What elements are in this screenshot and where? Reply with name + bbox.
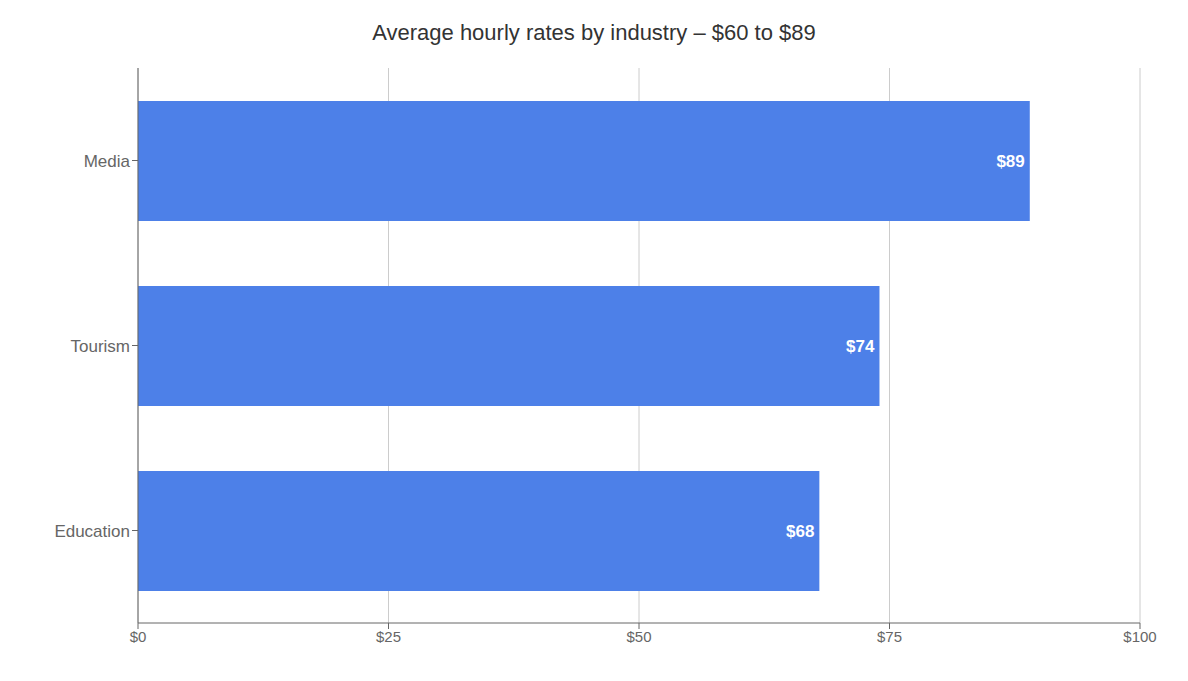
svg-text:$0: $0 — [130, 628, 147, 645]
svg-text:Media: Media — [84, 152, 131, 171]
svg-text:$75: $75 — [877, 628, 902, 645]
svg-text:Education: Education — [54, 522, 130, 541]
svg-text:$68: $68 — [786, 522, 814, 541]
svg-text:$100: $100 — [1123, 628, 1156, 645]
svg-text:$25: $25 — [376, 628, 401, 645]
html-text:Average hourly rates by indust: Average hourly rates by industry – $60 t… — [372, 20, 816, 45]
svg-text:Tourism: Tourism — [70, 337, 130, 356]
svg-text:$74: $74 — [846, 337, 875, 356]
svg-text:$50: $50 — [626, 628, 651, 645]
svg-text:$89: $89 — [996, 152, 1024, 171]
